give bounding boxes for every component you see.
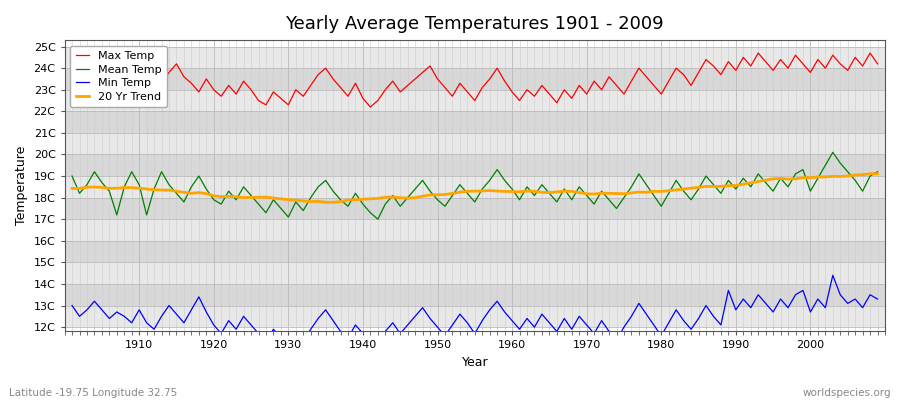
Mean Temp xyxy=(291,200,302,204)
Mean Temp xyxy=(373,217,383,222)
Line: 20 Yr Trend: 20 Yr Trend xyxy=(72,174,878,202)
Bar xyxy=(65,219,885,241)
Bar xyxy=(65,154,885,176)
Title: Yearly Average Temperatures 1901 - 2009: Yearly Average Temperatures 1901 - 2009 xyxy=(285,15,664,33)
Max Temp xyxy=(752,51,763,56)
Mean Temp xyxy=(604,197,615,202)
20 Yr Trend xyxy=(291,198,302,203)
Max Temp xyxy=(514,98,525,103)
Bar xyxy=(65,46,885,68)
Text: worldspecies.org: worldspecies.org xyxy=(803,388,891,398)
Y-axis label: Temperature: Temperature xyxy=(15,146,28,226)
Min Temp xyxy=(872,297,883,302)
Bar xyxy=(65,306,885,327)
Max Temp xyxy=(604,74,615,79)
Bar xyxy=(65,176,885,198)
Max Temp xyxy=(365,105,376,110)
20 Yr Trend xyxy=(604,191,615,196)
Min Temp xyxy=(343,336,354,340)
Min Temp xyxy=(827,273,838,278)
Bar xyxy=(65,284,885,306)
20 Yr Trend xyxy=(872,171,883,176)
Min Temp xyxy=(283,342,293,347)
Max Temp xyxy=(67,85,77,90)
Min Temp xyxy=(514,327,525,332)
20 Yr Trend xyxy=(126,185,137,190)
Bar xyxy=(65,133,885,154)
Line: Max Temp: Max Temp xyxy=(72,53,878,107)
20 Yr Trend xyxy=(67,186,77,191)
Mean Temp xyxy=(67,174,77,178)
Line: Mean Temp: Mean Temp xyxy=(72,152,878,219)
X-axis label: Year: Year xyxy=(462,356,488,369)
Mean Temp xyxy=(514,197,525,202)
Min Temp xyxy=(67,303,77,308)
Legend: Max Temp, Mean Temp, Min Temp, 20 Yr Trend: Max Temp, Mean Temp, Min Temp, 20 Yr Tre… xyxy=(70,46,167,107)
Bar xyxy=(65,111,885,133)
Max Temp xyxy=(291,87,302,92)
Mean Temp xyxy=(827,150,838,155)
Line: Min Temp: Min Temp xyxy=(72,275,878,344)
Bar xyxy=(65,90,885,111)
Min Temp xyxy=(507,318,517,323)
Bar xyxy=(65,198,885,219)
20 Yr Trend xyxy=(343,198,354,202)
Min Temp xyxy=(604,329,615,334)
20 Yr Trend xyxy=(514,189,525,194)
Max Temp xyxy=(872,62,883,66)
Mean Temp xyxy=(126,169,137,174)
Text: Latitude -19.75 Longitude 32.75: Latitude -19.75 Longitude 32.75 xyxy=(9,388,177,398)
Bar xyxy=(65,262,885,284)
Mean Temp xyxy=(335,197,346,202)
Bar xyxy=(65,241,885,262)
Max Temp xyxy=(335,85,346,90)
Max Temp xyxy=(126,79,137,84)
Min Temp xyxy=(126,320,137,325)
20 Yr Trend xyxy=(507,189,517,194)
Mean Temp xyxy=(507,187,517,192)
Bar xyxy=(65,68,885,90)
20 Yr Trend xyxy=(328,200,338,205)
Min Temp xyxy=(298,338,309,342)
Max Temp xyxy=(507,90,517,94)
Mean Temp xyxy=(872,169,883,174)
